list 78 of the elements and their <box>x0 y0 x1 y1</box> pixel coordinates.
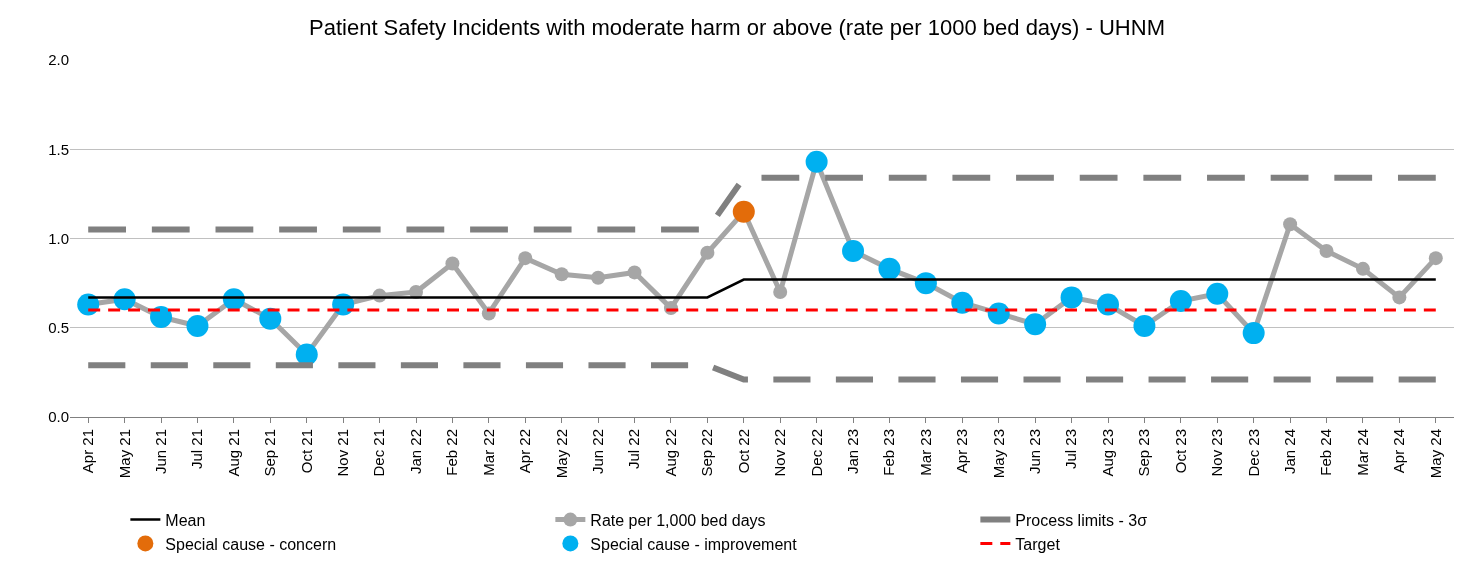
point <box>1355 261 1370 276</box>
x-tick-label: Aug 22 <box>661 429 679 477</box>
point <box>150 306 173 329</box>
point <box>732 200 755 223</box>
x-tick-label: Mar 23 <box>916 429 934 476</box>
x-tick-label: May 24 <box>1426 429 1444 479</box>
y-tick-label: 1.5 <box>48 140 69 158</box>
x-tick-label: Jul 21 <box>188 429 206 470</box>
x-tick-label: Mar 24 <box>1353 429 1371 476</box>
x-tick-label: Jan 22 <box>406 429 424 475</box>
legend-label: Special cause - improvement <box>590 535 798 553</box>
point <box>805 150 828 173</box>
x-tick-label: Apr 23 <box>953 429 971 474</box>
x-tick-label: May 22 <box>552 429 570 479</box>
legend-label: Process limits - 3σ <box>1015 511 1148 529</box>
legend-label: Mean <box>165 511 206 529</box>
x-tick-label: Oct 21 <box>297 429 315 474</box>
point <box>186 314 209 337</box>
point <box>1319 244 1334 258</box>
point <box>700 245 715 260</box>
x-tick-label: Jun 22 <box>588 429 606 475</box>
point <box>518 251 533 266</box>
x-tick-label: May 23 <box>989 429 1007 479</box>
y-tick-label: 2.0 <box>48 51 69 69</box>
point <box>842 240 865 262</box>
x-tick-label: Dec 22 <box>807 429 825 477</box>
legend-label: Target <box>1015 535 1061 553</box>
point <box>627 265 642 280</box>
point <box>1097 293 1119 316</box>
x-tick-label: Feb 23 <box>880 429 898 476</box>
x-tick-label: Feb 22 <box>443 429 461 476</box>
x-tick-label: Nov 23 <box>1208 429 1226 477</box>
x-tick-label: Jan 23 <box>843 429 861 475</box>
legend-label: Special cause - concern <box>165 535 337 553</box>
point <box>1283 217 1298 232</box>
y-tick-label: 0.5 <box>48 319 69 336</box>
point <box>951 291 974 314</box>
point <box>554 267 569 282</box>
x-tick-label: Jun 21 <box>151 429 169 475</box>
legend-label: Rate per 1,000 bed days <box>590 511 766 529</box>
x-tick-label: Jul 22 <box>625 429 643 470</box>
point <box>591 270 606 285</box>
x-tick-label: Sep 23 <box>1135 429 1153 477</box>
x-tick-label: Jul 23 <box>1062 429 1080 470</box>
point <box>445 256 460 271</box>
point <box>1206 282 1229 305</box>
x-tick-label: Oct 23 <box>1171 429 1189 474</box>
point <box>1392 290 1407 305</box>
y-tick-label: 0.0 <box>48 408 69 426</box>
point <box>773 285 788 300</box>
y-tick-label: 1.0 <box>48 229 69 247</box>
x-tick-label: Apr 22 <box>516 429 534 474</box>
point <box>1024 313 1047 336</box>
x-tick-label: Jan 24 <box>1280 429 1298 475</box>
x-tick-label: Sep 21 <box>261 429 279 477</box>
point <box>1428 251 1443 266</box>
x-tick-label: Apr 24 <box>1390 429 1408 474</box>
x-tick-label: Jun 23 <box>1026 429 1044 475</box>
x-tick-label: Feb 24 <box>1317 429 1335 476</box>
point <box>987 302 1010 325</box>
point <box>1133 314 1156 337</box>
point <box>878 257 901 280</box>
x-tick-label: Apr 21 <box>79 429 97 474</box>
x-tick-label: Aug 21 <box>224 429 242 477</box>
x-tick-label: Sep 22 <box>698 429 716 477</box>
chart-title: Patient Safety Incidents with moderate harm or above (rate per 1000 bed days) - UHNM <box>309 15 1165 41</box>
point <box>1169 289 1192 312</box>
x-tick-label: Mar 22 <box>479 429 497 476</box>
x-tick-label: Oct 22 <box>734 429 752 474</box>
point <box>1060 286 1083 309</box>
x-tick-label: May 21 <box>115 429 133 479</box>
point <box>259 307 282 330</box>
x-tick-label: Dec 21 <box>370 429 388 477</box>
x-tick-label: Nov 22 <box>771 429 789 477</box>
x-tick-label: Dec 23 <box>1244 429 1262 477</box>
x-tick-label: Nov 21 <box>334 429 352 477</box>
point <box>1242 322 1265 345</box>
x-tick-label: Aug 23 <box>1098 429 1116 477</box>
